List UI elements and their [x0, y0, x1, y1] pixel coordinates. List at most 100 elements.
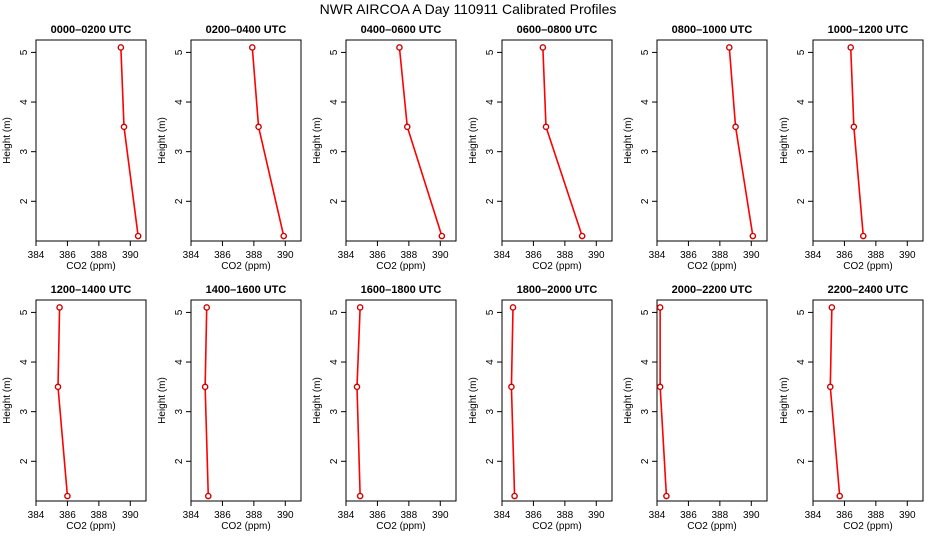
y-tick-label: 4: [640, 359, 651, 365]
x-tick-label: 388: [246, 510, 263, 521]
profile-panel: 1200–1400 UTC 384 386 388 390 CO2 (ppm) 2 3 4 5 He…: [2, 284, 147, 532]
x-tick-label: 386: [59, 250, 76, 261]
y-tick-label: 2: [796, 458, 807, 464]
x-tick-label: 386: [369, 250, 386, 261]
x-tick-label: 388: [868, 510, 885, 521]
y-tick-label: 5: [329, 309, 340, 315]
profile-panel: 0200–0400 UTC 384 386 388 390 CO2 (ppm) 2 3 4 5 He…: [157, 24, 302, 272]
profile-panel: 0400–0600 UTC 384 386 388 390 CO2 (ppm) 2 3 4 5 He…: [312, 24, 457, 272]
x-tick-label: 386: [525, 250, 542, 261]
x-tick-label: 390: [432, 250, 449, 261]
data-point: [656, 304, 664, 311]
x-tick-label: 390: [743, 510, 760, 521]
x-tick-label: 388: [712, 510, 729, 521]
x-axis-label: CO2 (ppm): [376, 521, 425, 532]
plot-frame: [812, 299, 924, 502]
y-axis-label: Height (m): [468, 117, 479, 164]
profile-line: [356, 307, 361, 497]
data-point: [850, 123, 858, 131]
y-tick-label: 2: [19, 198, 30, 204]
x-tick-label: 386: [836, 250, 853, 261]
x-tick-label: 386: [369, 510, 386, 521]
data-point: [64, 492, 71, 500]
y-tick-label: 2: [329, 198, 340, 204]
plot-frame: [35, 299, 147, 502]
profile-panel: 1000–1200 UTC 384 386 388 390 CO2 (ppm) 2 3 4 5 He…: [779, 24, 924, 272]
y-axis-label: Height (m): [779, 377, 790, 424]
y-tick-label: 3: [796, 408, 807, 414]
data-point: [539, 44, 547, 51]
x-tick-label: 384: [649, 250, 666, 261]
data-point: [836, 492, 844, 500]
profile-line: [57, 307, 69, 497]
panel-title: 0600–0800 UTC: [517, 24, 598, 36]
data-point: [438, 232, 446, 240]
x-tick-label: 386: [680, 510, 697, 521]
x-tick-label: 388: [557, 510, 574, 521]
y-axis-label: Height (m): [2, 117, 13, 164]
x-axis-label: CO2 (ppm): [532, 261, 581, 272]
y-tick-label: 5: [485, 309, 496, 315]
data-point: [828, 304, 836, 311]
data-point: [826, 383, 834, 391]
x-tick-label: 390: [588, 510, 605, 521]
y-tick-label: 3: [174, 408, 185, 414]
profile-panel: 1600–1800 UTC 384 386 388 390 CO2 (ppm) 2 3 4 5 He…: [312, 284, 457, 532]
data-point: [120, 123, 128, 131]
y-tick-label: 3: [485, 408, 496, 414]
y-tick-label: 3: [640, 408, 651, 414]
y-tick-label: 2: [485, 198, 496, 204]
y-tick-label: 2: [174, 458, 185, 464]
panel-title: 1400–1600 UTC: [206, 284, 287, 296]
x-axis-label: CO2 (ppm): [221, 521, 270, 532]
x-tick-label: 384: [338, 510, 355, 521]
y-tick-label: 4: [329, 359, 340, 365]
plot-frame: [656, 299, 768, 502]
data-point: [117, 44, 125, 51]
y-tick-label: 3: [174, 148, 185, 154]
data-point: [54, 383, 62, 391]
y-axis-label: Height (m): [157, 377, 168, 424]
profile-line: [120, 47, 139, 237]
y-tick-label: 3: [796, 148, 807, 154]
profile-panel: 0800–1000 UTC 384 386 388 390 CO2 (ppm) 2 3 4 5 He…: [623, 24, 768, 272]
plot-frame: [812, 39, 924, 242]
panel-title: 1000–1200 UTC: [828, 24, 909, 36]
x-tick-label: 386: [214, 510, 231, 521]
x-tick-label: 384: [805, 510, 822, 521]
y-tick-label: 2: [640, 198, 651, 204]
y-tick-label: 5: [640, 49, 651, 55]
y-tick-label: 5: [796, 309, 807, 315]
y-axis-label: Height (m): [779, 117, 790, 164]
profile-panel: 2200–2400 UTC 384 386 388 390 CO2 (ppm) 2 3 4 5 He…: [779, 284, 924, 532]
x-tick-label: 388: [401, 510, 418, 521]
x-tick-label: 390: [432, 510, 449, 521]
panel-title: 1200–1400 UTC: [51, 284, 132, 296]
y-tick-label: 5: [19, 309, 30, 315]
panel-title: 2000–2200 UTC: [672, 284, 753, 296]
x-tick-label: 388: [91, 510, 108, 521]
y-tick-label: 4: [19, 99, 30, 105]
profile-line: [829, 307, 841, 497]
y-tick-label: 2: [640, 458, 651, 464]
y-tick-label: 2: [174, 198, 185, 204]
panel-title: 2200–2400 UTC: [828, 284, 909, 296]
x-tick-label: 388: [557, 250, 574, 261]
panel-title: 0800–1000 UTC: [672, 24, 753, 36]
data-point: [56, 304, 63, 311]
y-tick-label: 4: [640, 99, 651, 105]
data-point: [509, 304, 517, 311]
x-axis-label: CO2 (ppm): [532, 521, 581, 532]
profile-panel: 0000–0200 UTC 384 386 388 390 CO2 (ppm) 2 3 4 5 He…: [2, 24, 147, 272]
x-tick-label: 386: [680, 250, 697, 261]
profile-line: [542, 47, 583, 237]
y-tick-label: 5: [485, 49, 496, 55]
data-point: [542, 123, 550, 131]
data-point: [847, 44, 855, 51]
y-tick-label: 3: [640, 148, 651, 154]
plot-frame: [35, 39, 147, 242]
data-point: [403, 123, 411, 131]
x-tick-label: 386: [59, 510, 76, 521]
y-tick-label: 2: [19, 458, 30, 464]
y-axis-label: Height (m): [468, 377, 479, 424]
